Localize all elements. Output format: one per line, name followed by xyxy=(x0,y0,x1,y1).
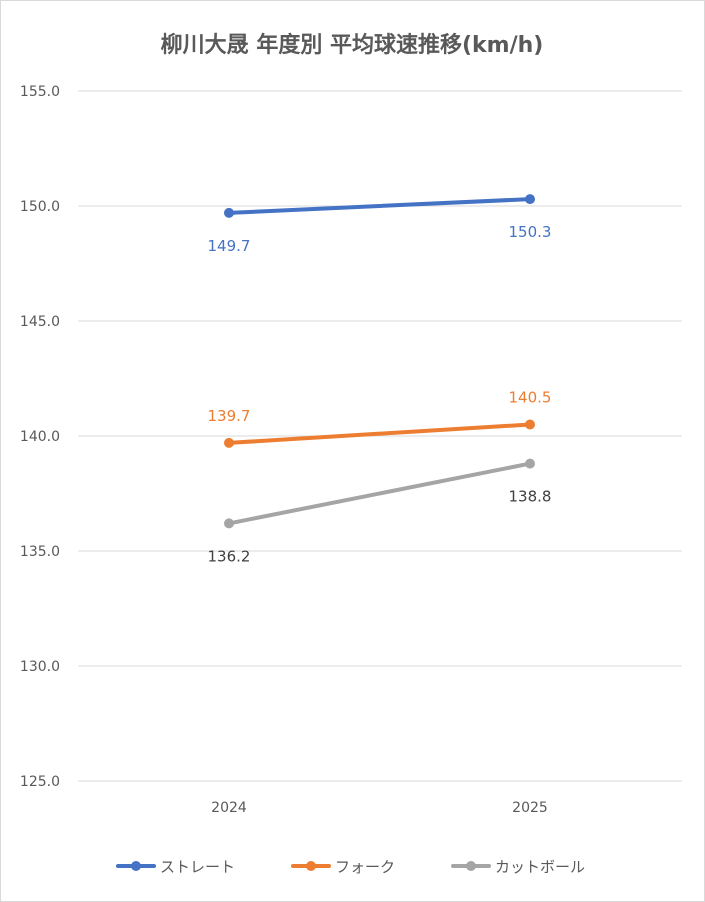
y-tick-label: 145.0 xyxy=(20,314,60,330)
legend: ストレート フォーク カットボール xyxy=(116,858,585,876)
series-layer: 149.7 150.3 139.7 140.5 136.2 138.8 xyxy=(208,194,552,565)
data-point xyxy=(224,518,234,529)
data-label: 139.7 xyxy=(208,407,251,425)
data-label: 136.2 xyxy=(208,547,251,565)
y-tick-label: 125.0 xyxy=(20,774,60,790)
legend-item: ストレート xyxy=(116,858,235,876)
data-label: 149.7 xyxy=(208,237,251,255)
legend-label: カットボール xyxy=(495,858,585,876)
x-tick-label: 2024 xyxy=(211,800,247,816)
y-tick-label: 140.0 xyxy=(20,429,60,445)
series-3: 136.2 138.8 xyxy=(208,458,552,565)
data-point xyxy=(224,437,234,448)
series-2: 139.7 140.5 xyxy=(208,389,552,448)
x-tick-label: 2025 xyxy=(512,800,548,816)
data-point xyxy=(525,458,535,469)
y-tick-label: 135.0 xyxy=(20,544,60,560)
legend-marker xyxy=(466,861,476,871)
legend-label: フォーク xyxy=(335,858,395,876)
x-axis-ticks: 2024 2025 xyxy=(211,800,548,816)
series-line xyxy=(227,422,532,445)
legend-marker xyxy=(306,861,316,871)
data-point xyxy=(224,207,234,218)
series-line xyxy=(227,197,532,215)
series-line xyxy=(227,461,532,526)
data-label: 140.5 xyxy=(509,389,552,407)
y-tick-label: 150.0 xyxy=(20,199,60,215)
gridlines xyxy=(78,90,682,782)
chart-title: 柳川大晟 年度別 平均球速推移(km/h) xyxy=(161,32,544,58)
y-tick-label: 155.0 xyxy=(20,84,60,100)
data-label: 150.3 xyxy=(509,223,552,241)
legend-item: カットボール xyxy=(451,858,585,876)
data-point xyxy=(525,419,535,430)
legend-item: フォーク xyxy=(291,858,395,876)
series-1: 149.7 150.3 xyxy=(208,194,552,255)
data-label: 138.8 xyxy=(509,488,552,506)
data-point xyxy=(525,194,535,205)
y-tick-label: 130.0 xyxy=(20,659,60,675)
y-axis-ticks: 125.0 130.0 135.0 140.0 145.0 150.0 155.0 xyxy=(20,84,60,790)
legend-label: ストレート xyxy=(160,858,235,876)
legend-marker xyxy=(131,861,141,871)
